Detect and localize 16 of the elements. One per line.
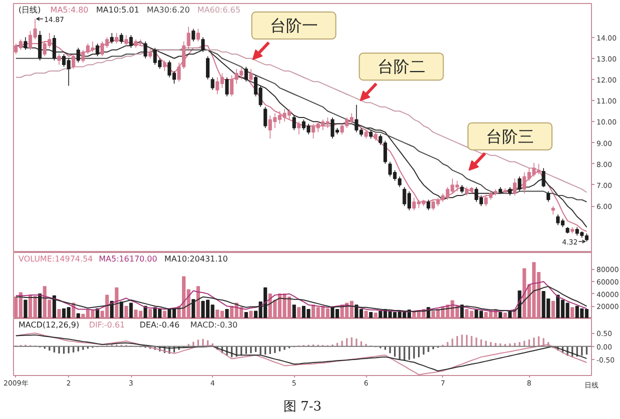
series-label: DIF:-0.61 bbox=[88, 320, 125, 330]
text: MA30:6.20 bbox=[146, 6, 190, 14]
text: MA5:16170.00 bbox=[98, 254, 158, 264]
chart-title: (日线) bbox=[18, 6, 41, 14]
annotation: 台阶二 bbox=[377, 57, 426, 76]
annotation: 台阶三 bbox=[486, 126, 534, 146]
text: MA5:4.80 bbox=[50, 6, 88, 14]
text: VOLUME:14974.54 bbox=[18, 254, 93, 264]
series-label: MACD:-0.30 bbox=[190, 320, 238, 330]
annotation: 台阶一 bbox=[270, 16, 318, 36]
text: MA60:6.65 bbox=[197, 6, 240, 14]
caption: 图 7-3 bbox=[283, 400, 322, 414]
legend-title: MACD(12,26,9) bbox=[18, 320, 80, 330]
series-label: DEA:-0.46 bbox=[140, 320, 180, 330]
text: MA10:20431.10 bbox=[164, 254, 228, 264]
text: MA10:5.01 bbox=[96, 6, 140, 14]
